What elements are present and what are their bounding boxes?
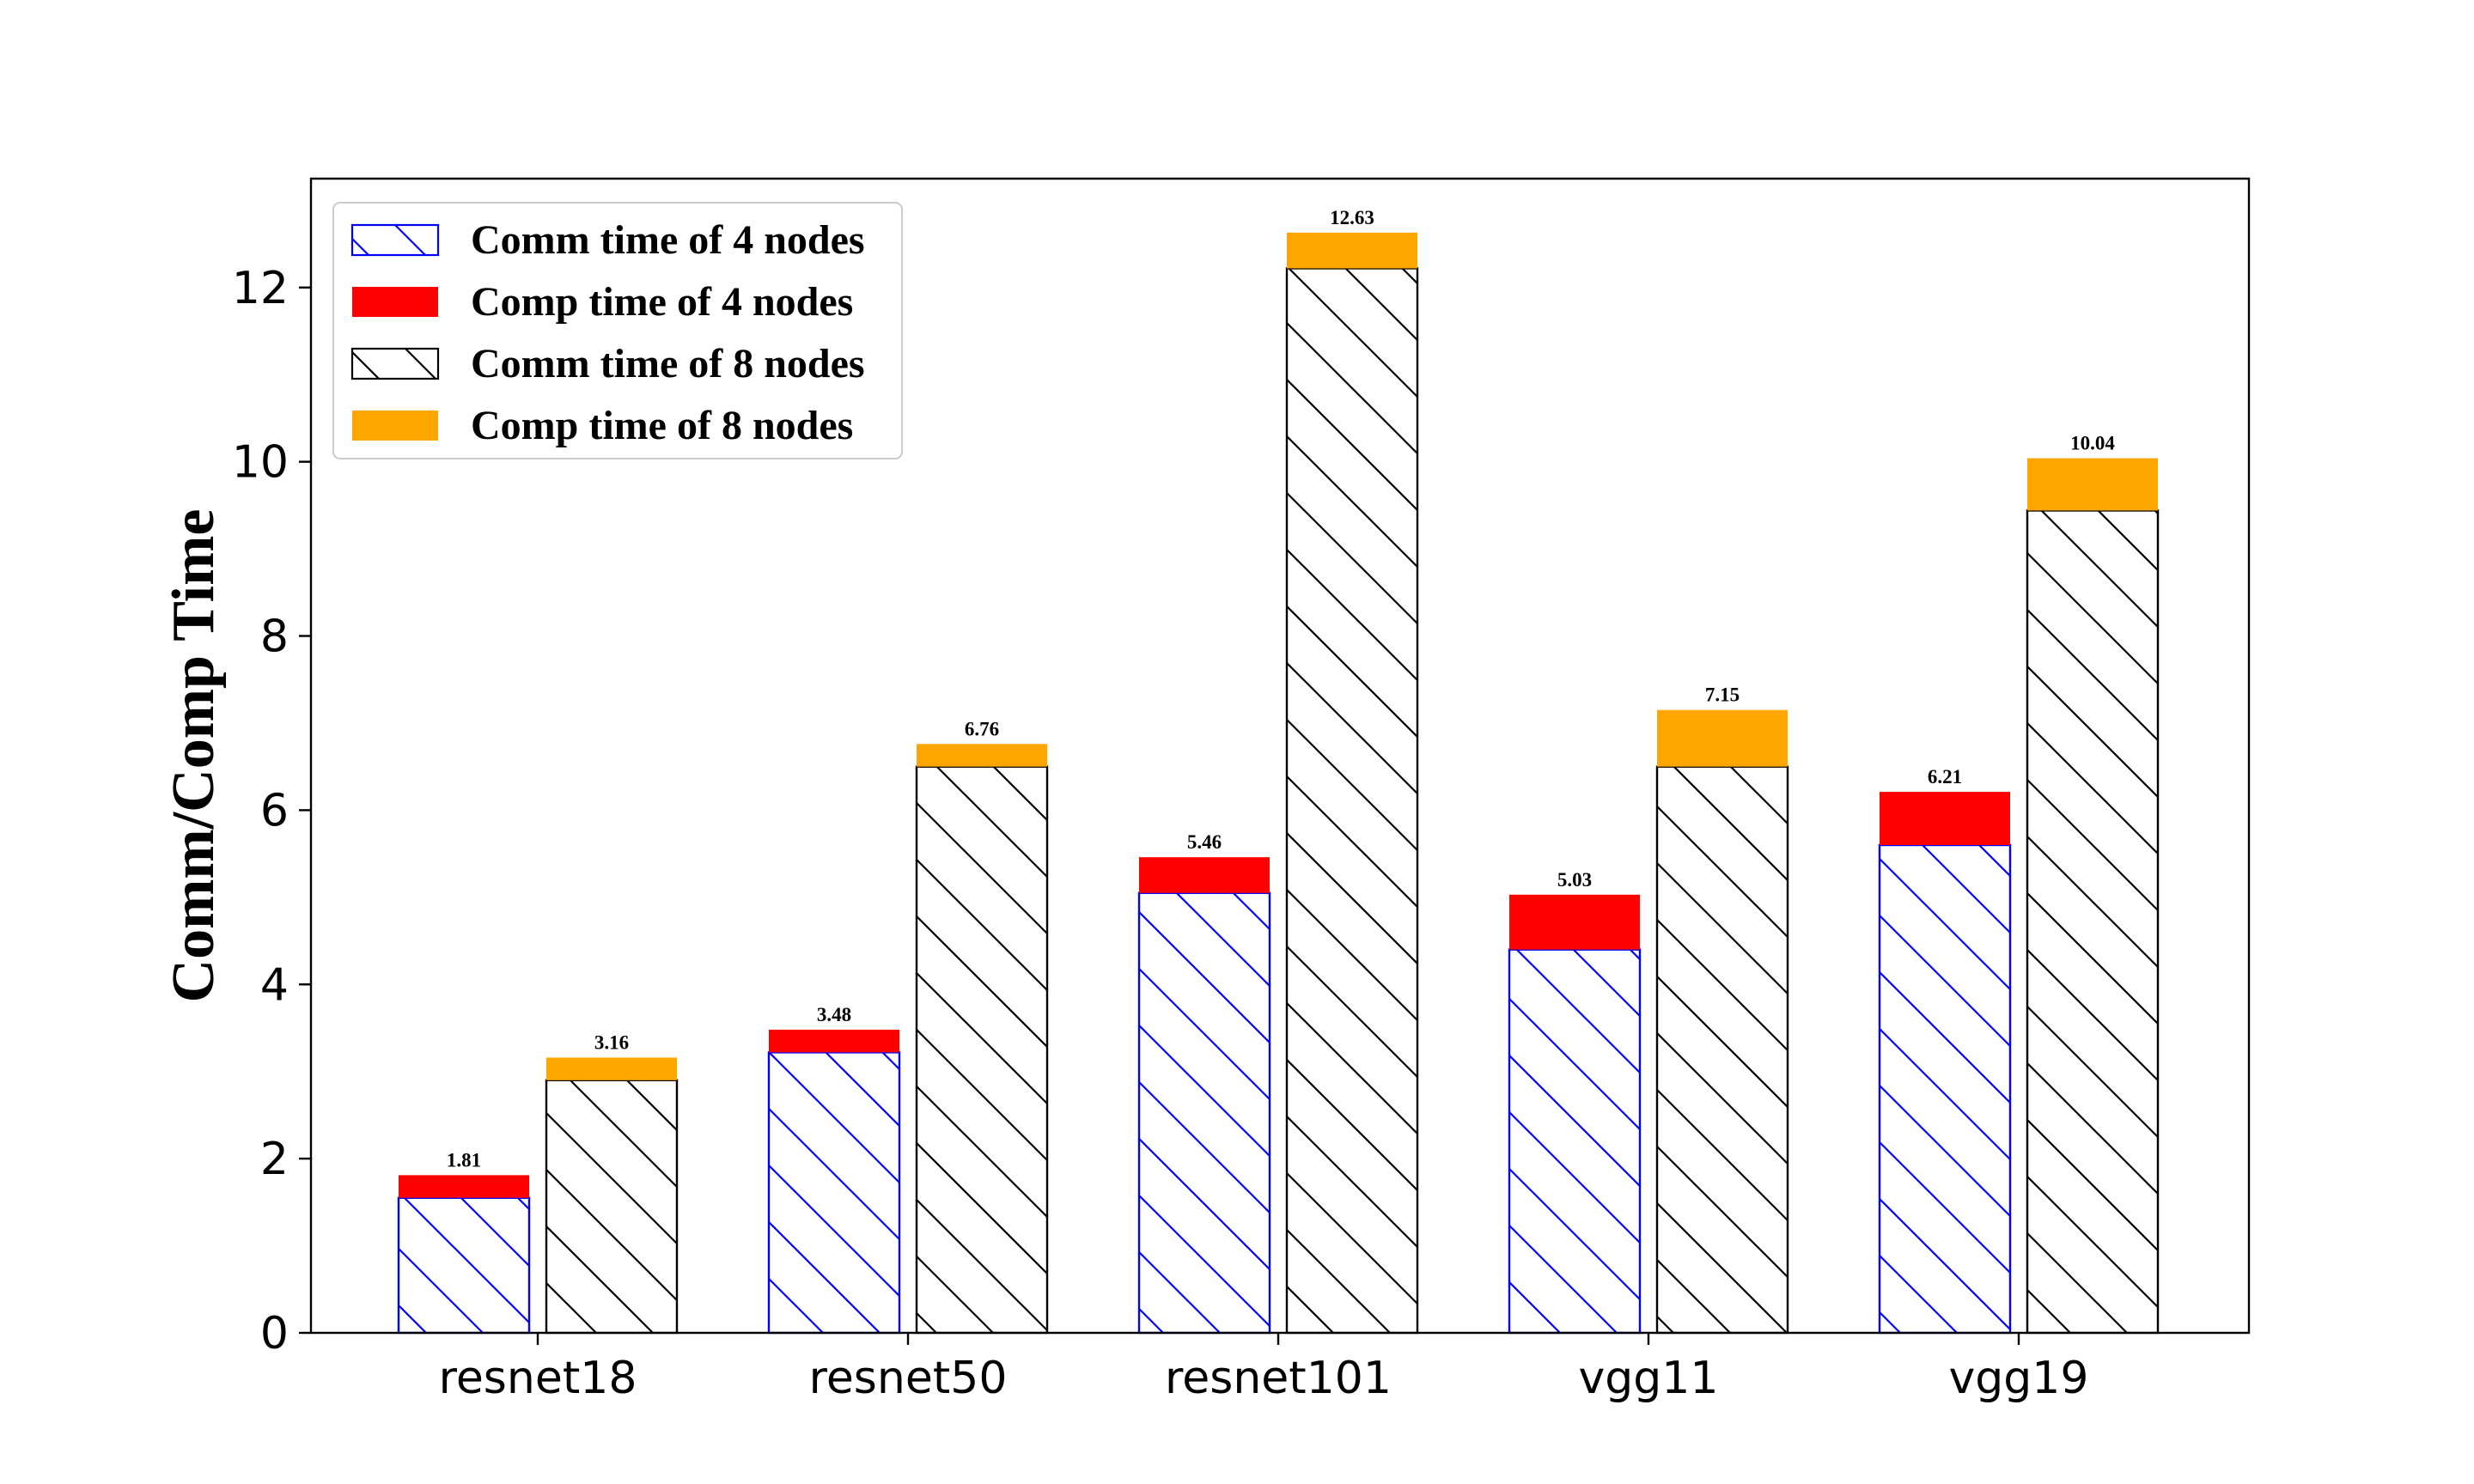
- data-label-4-nodes-vgg11: 5.03: [1557, 869, 1592, 891]
- x-tick-label-vgg19: vgg19: [1949, 1353, 2089, 1404]
- data-label-4-nodes-vgg19: 6.21: [1928, 766, 1962, 788]
- legend-swatch: [350, 347, 440, 380]
- x-tick-label-resnet50: resnet50: [809, 1353, 1008, 1404]
- plot-frame: [309, 177, 2251, 1335]
- bar-comp-4-nodes-vgg11: [1509, 894, 1640, 950]
- y-axis: 0 2 4 6 8 10 12: [232, 263, 311, 1359]
- legend-swatch: [352, 287, 438, 317]
- data-label-8-nodes-resnet50: 6.76: [965, 718, 999, 739]
- data-label-8-nodes-resnet101: 12.63: [1330, 207, 1374, 228]
- bar-comm-4-nodes-vgg19: [1878, 843, 2012, 1335]
- y-tick-label: 6: [260, 785, 289, 836]
- bar-comp-4-nodes-resnet101: [1139, 857, 1270, 893]
- y-tick-label: 8: [260, 611, 289, 663]
- data-label-4-nodes-resnet50: 3.48: [817, 1004, 851, 1025]
- bar-comm-8-nodes-resnet50: [915, 765, 1049, 1335]
- bar-comm-4-nodes-resnet101: [1137, 891, 1271, 1335]
- bar-comm-4-nodes-resnet50: [767, 1051, 901, 1335]
- bar-comp-8-nodes-vgg11: [1657, 709, 1788, 767]
- bar-comp-4-nodes-vgg19: [1880, 792, 2010, 845]
- bar-comm-8-nodes-vgg11: [1655, 765, 1789, 1335]
- y-tick-label: 4: [260, 959, 289, 1011]
- data-label-8-nodes-resnet18: 3.16: [594, 1031, 629, 1053]
- bar-comp-8-nodes-resnet101: [1287, 232, 1417, 269]
- data-label-4-nodes-resnet18: 1.81: [447, 1149, 481, 1171]
- data-label-8-nodes-vgg19: 10.04: [2070, 433, 2115, 454]
- bar-comp-8-nodes-resnet50: [917, 744, 1047, 767]
- legend-entry-label: Comp time of 4 nodes: [471, 279, 853, 325]
- bar-comm-4-nodes-resnet18: [397, 1196, 531, 1335]
- legend-entry-label: Comp time of 8 nodes: [471, 403, 853, 448]
- legend-entry-label: Comm time of 4 nodes: [471, 217, 865, 263]
- bar-comp-4-nodes-resnet18: [399, 1175, 529, 1198]
- bar-comm-8-nodes-resnet101: [1285, 267, 1419, 1335]
- y-tick-label: 12: [232, 263, 289, 314]
- data-label-8-nodes-vgg11: 7.15: [1705, 684, 1740, 706]
- bar-comp-8-nodes-resnet18: [546, 1057, 677, 1080]
- x-tick-label-vgg11: vgg11: [1579, 1353, 1719, 1404]
- x-tick-label-resnet18: resnet18: [439, 1353, 637, 1404]
- y-tick-label: 10: [232, 437, 289, 489]
- legend-swatch: [352, 411, 438, 441]
- legend: Comm time of 4 nodes Comp time of 4 nodes…: [332, 202, 903, 459]
- x-tick-label-resnet101: resnet101: [1165, 1353, 1392, 1404]
- data-label-4-nodes-resnet101: 5.46: [1187, 831, 1222, 853]
- bar-comm-8-nodes-resnet18: [545, 1079, 679, 1335]
- data-labels-layer: 1.81 3.16 3.48 6.76 5.46 12.63 5.03 7.15 6.21 10.…: [447, 207, 2116, 1171]
- y-axis-label: Comm/Comp Time: [161, 509, 227, 1003]
- legend-box: [332, 202, 903, 459]
- y-tick-label: 0: [260, 1308, 289, 1359]
- y-tick-label: 2: [260, 1134, 289, 1185]
- bar-comm-8-nodes-vgg19: [2026, 509, 2160, 1335]
- legend-swatch: [350, 223, 440, 257]
- bars-layer: [397, 232, 2160, 1335]
- legend-entry-label: Comm time of 8 nodes: [471, 341, 865, 386]
- bar-comp-4-nodes-resnet50: [769, 1030, 899, 1053]
- bar-comm-4-nodes-vgg11: [1508, 948, 1642, 1335]
- bar-comp-8-nodes-vgg19: [2027, 458, 2158, 511]
- x-axis: resnet18 resnet50 resnet101 vgg11 vgg19: [439, 1333, 2089, 1404]
